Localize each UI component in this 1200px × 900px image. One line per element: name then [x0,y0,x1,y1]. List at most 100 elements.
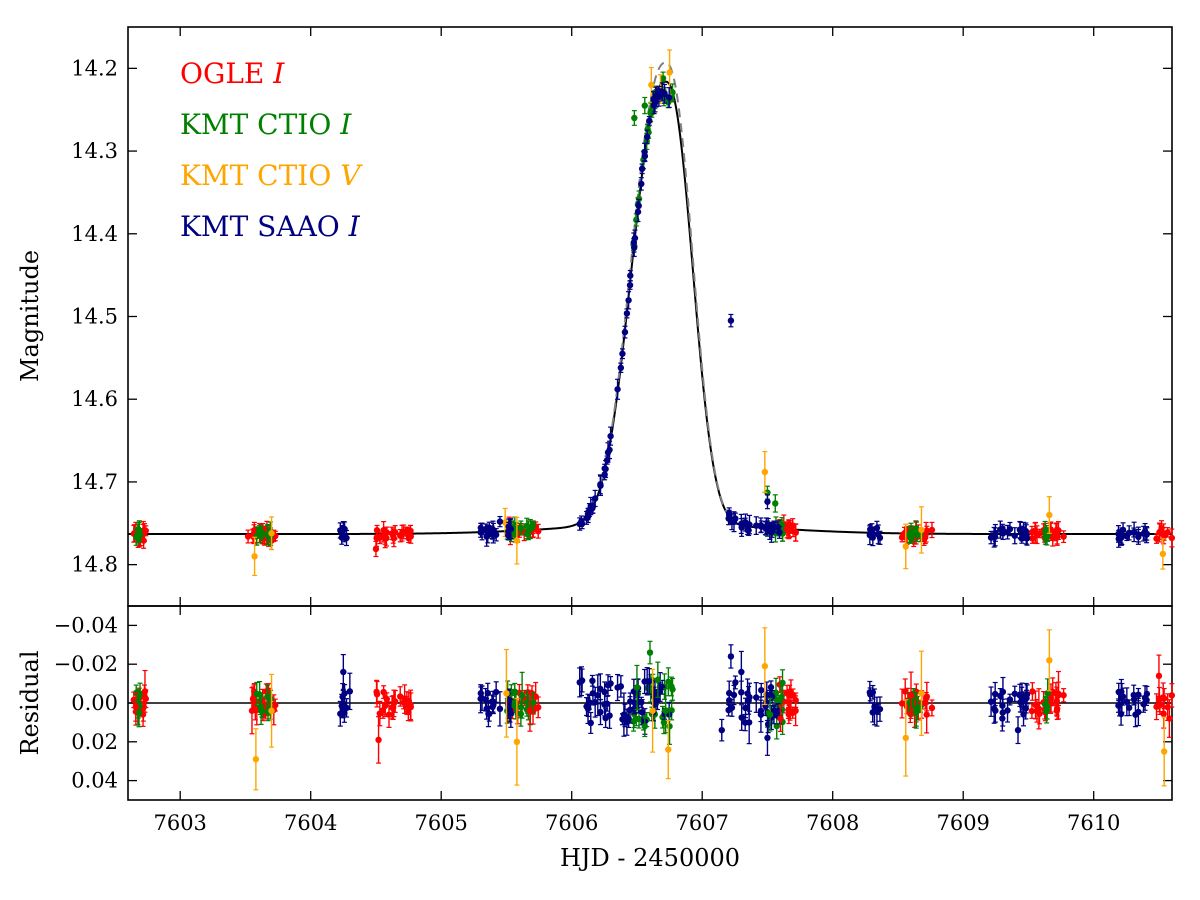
legend-series-name: KMT SAAO [180,210,349,243]
residual-point-3 [767,680,775,695]
legend-entry: KMT CTIO V [180,159,363,192]
legend-entry: KMT SAAO I [180,210,361,243]
x-tick-label: 7610 [1067,811,1120,835]
residual-point-3 [726,680,733,706]
residual-point-3 [602,708,609,729]
residual-highlight-point-0 [777,705,784,733]
residual-highlight-point-3 [727,644,735,669]
main-point-0 [786,524,793,539]
main-point-3 [758,520,765,533]
residual-highlight-point-2 [761,627,769,706]
main-point-3 [665,87,673,108]
main-point-0 [535,523,542,539]
residual-highlight-point-3 [745,700,753,745]
main-point-1 [772,494,779,513]
residual-point-3 [597,673,604,705]
main-point-3 [764,494,771,510]
residual-point-0 [1153,693,1160,721]
legend-series-name: KMT CTIO [180,108,340,141]
main-point-3 [661,83,668,104]
main-point-3 [591,489,599,508]
residual-highlight-point-0 [1166,699,1173,738]
main-point-1 [641,96,648,115]
main-point-3 [584,507,592,521]
residual-point-3 [987,686,995,717]
residual-highlight-point-1 [654,661,662,698]
residual-point-3 [1130,684,1137,706]
x-tick-label: 7607 [675,811,728,835]
residual-point-3 [725,703,732,717]
residual-point-0 [381,694,389,718]
residual-y-axis-title: Residual [16,650,44,755]
main-point-3 [999,525,1006,535]
main-point-3 [770,520,778,533]
main-point-3 [1140,525,1147,542]
residual-point-3 [626,696,634,724]
residual-point-3 [1011,685,1019,703]
residual-point-3 [646,667,653,695]
legend-entry: OGLE I [180,57,285,90]
main-point-0 [1053,527,1061,546]
main-y-tick-label: 14.7 [71,470,118,494]
main-point-3 [1011,527,1019,545]
residual-y-tick-label: −0.04 [54,613,118,637]
main-point-3 [1123,531,1131,542]
residual-highlight-point-1 [633,664,641,711]
legend-series-band: I [348,210,361,243]
main-point-3 [506,518,514,539]
main-point-0 [1168,528,1176,548]
residual-point-3 [489,701,496,713]
residual-highlight-point-3 [757,696,765,733]
residual-highlight-point-3 [871,688,878,726]
main-point-3 [340,520,347,536]
residual-point-3 [1116,693,1123,717]
residual-point-3 [1018,686,1025,708]
residual-highlight-point-2 [268,673,275,748]
legend-series-name: OGLE [180,57,273,90]
main-point-3 [1116,529,1123,539]
main-point-3 [627,269,634,282]
residual-point-3 [591,686,599,718]
residual-highlight-point-1 [766,697,774,732]
residual-highlight-point-0 [923,695,930,734]
main-point-3 [614,378,621,400]
main-y-tick-label: 14.3 [71,139,118,163]
residual-highlight-point-2 [1046,629,1053,692]
main-point-3 [650,96,658,115]
residual-point-1 [530,691,537,713]
main-point-2 [268,516,275,551]
main-point-1 [135,526,142,539]
main-point-3 [638,177,645,191]
model-curve-dashed [599,61,732,520]
residual-point-1 [665,667,672,697]
residual-point-3 [477,686,485,701]
residual-highlight-point-1 [257,696,265,726]
main-point-3 [631,229,639,247]
main-point-3 [578,515,585,527]
legend-entry: KMT CTIO I [180,108,352,141]
residual-highlight-point-3 [594,674,601,717]
residual-highlight-point-0 [787,679,795,712]
x-tick-label: 7603 [153,811,206,835]
residual-highlight-point-2 [252,728,260,791]
residual-point-3 [597,698,604,726]
residual-point-3 [876,696,884,722]
residual-point-0 [373,679,380,705]
residual-highlight-point-3 [999,705,1006,732]
residual-highlight-point-3 [764,719,771,756]
residual-panel: −0.04−0.020.000.020.04 7603 7604 7605 7606 7… [54,605,1176,835]
residual-highlight-point-0 [1155,654,1163,698]
main-point-3 [483,526,490,547]
residual-highlight-point-0 [248,687,256,735]
x-tick-label: 7606 [545,811,598,835]
residual-point-0 [1060,688,1067,703]
residual-point-3 [758,682,765,698]
main-point-3 [763,520,770,535]
residual-point-3 [617,675,625,698]
residual-point-1 [669,677,676,701]
main-point-3 [638,163,646,175]
residual-highlight-point-3 [496,691,504,727]
main-y-axis-title: Magnitude [16,250,44,382]
main-point-3 [617,362,625,374]
